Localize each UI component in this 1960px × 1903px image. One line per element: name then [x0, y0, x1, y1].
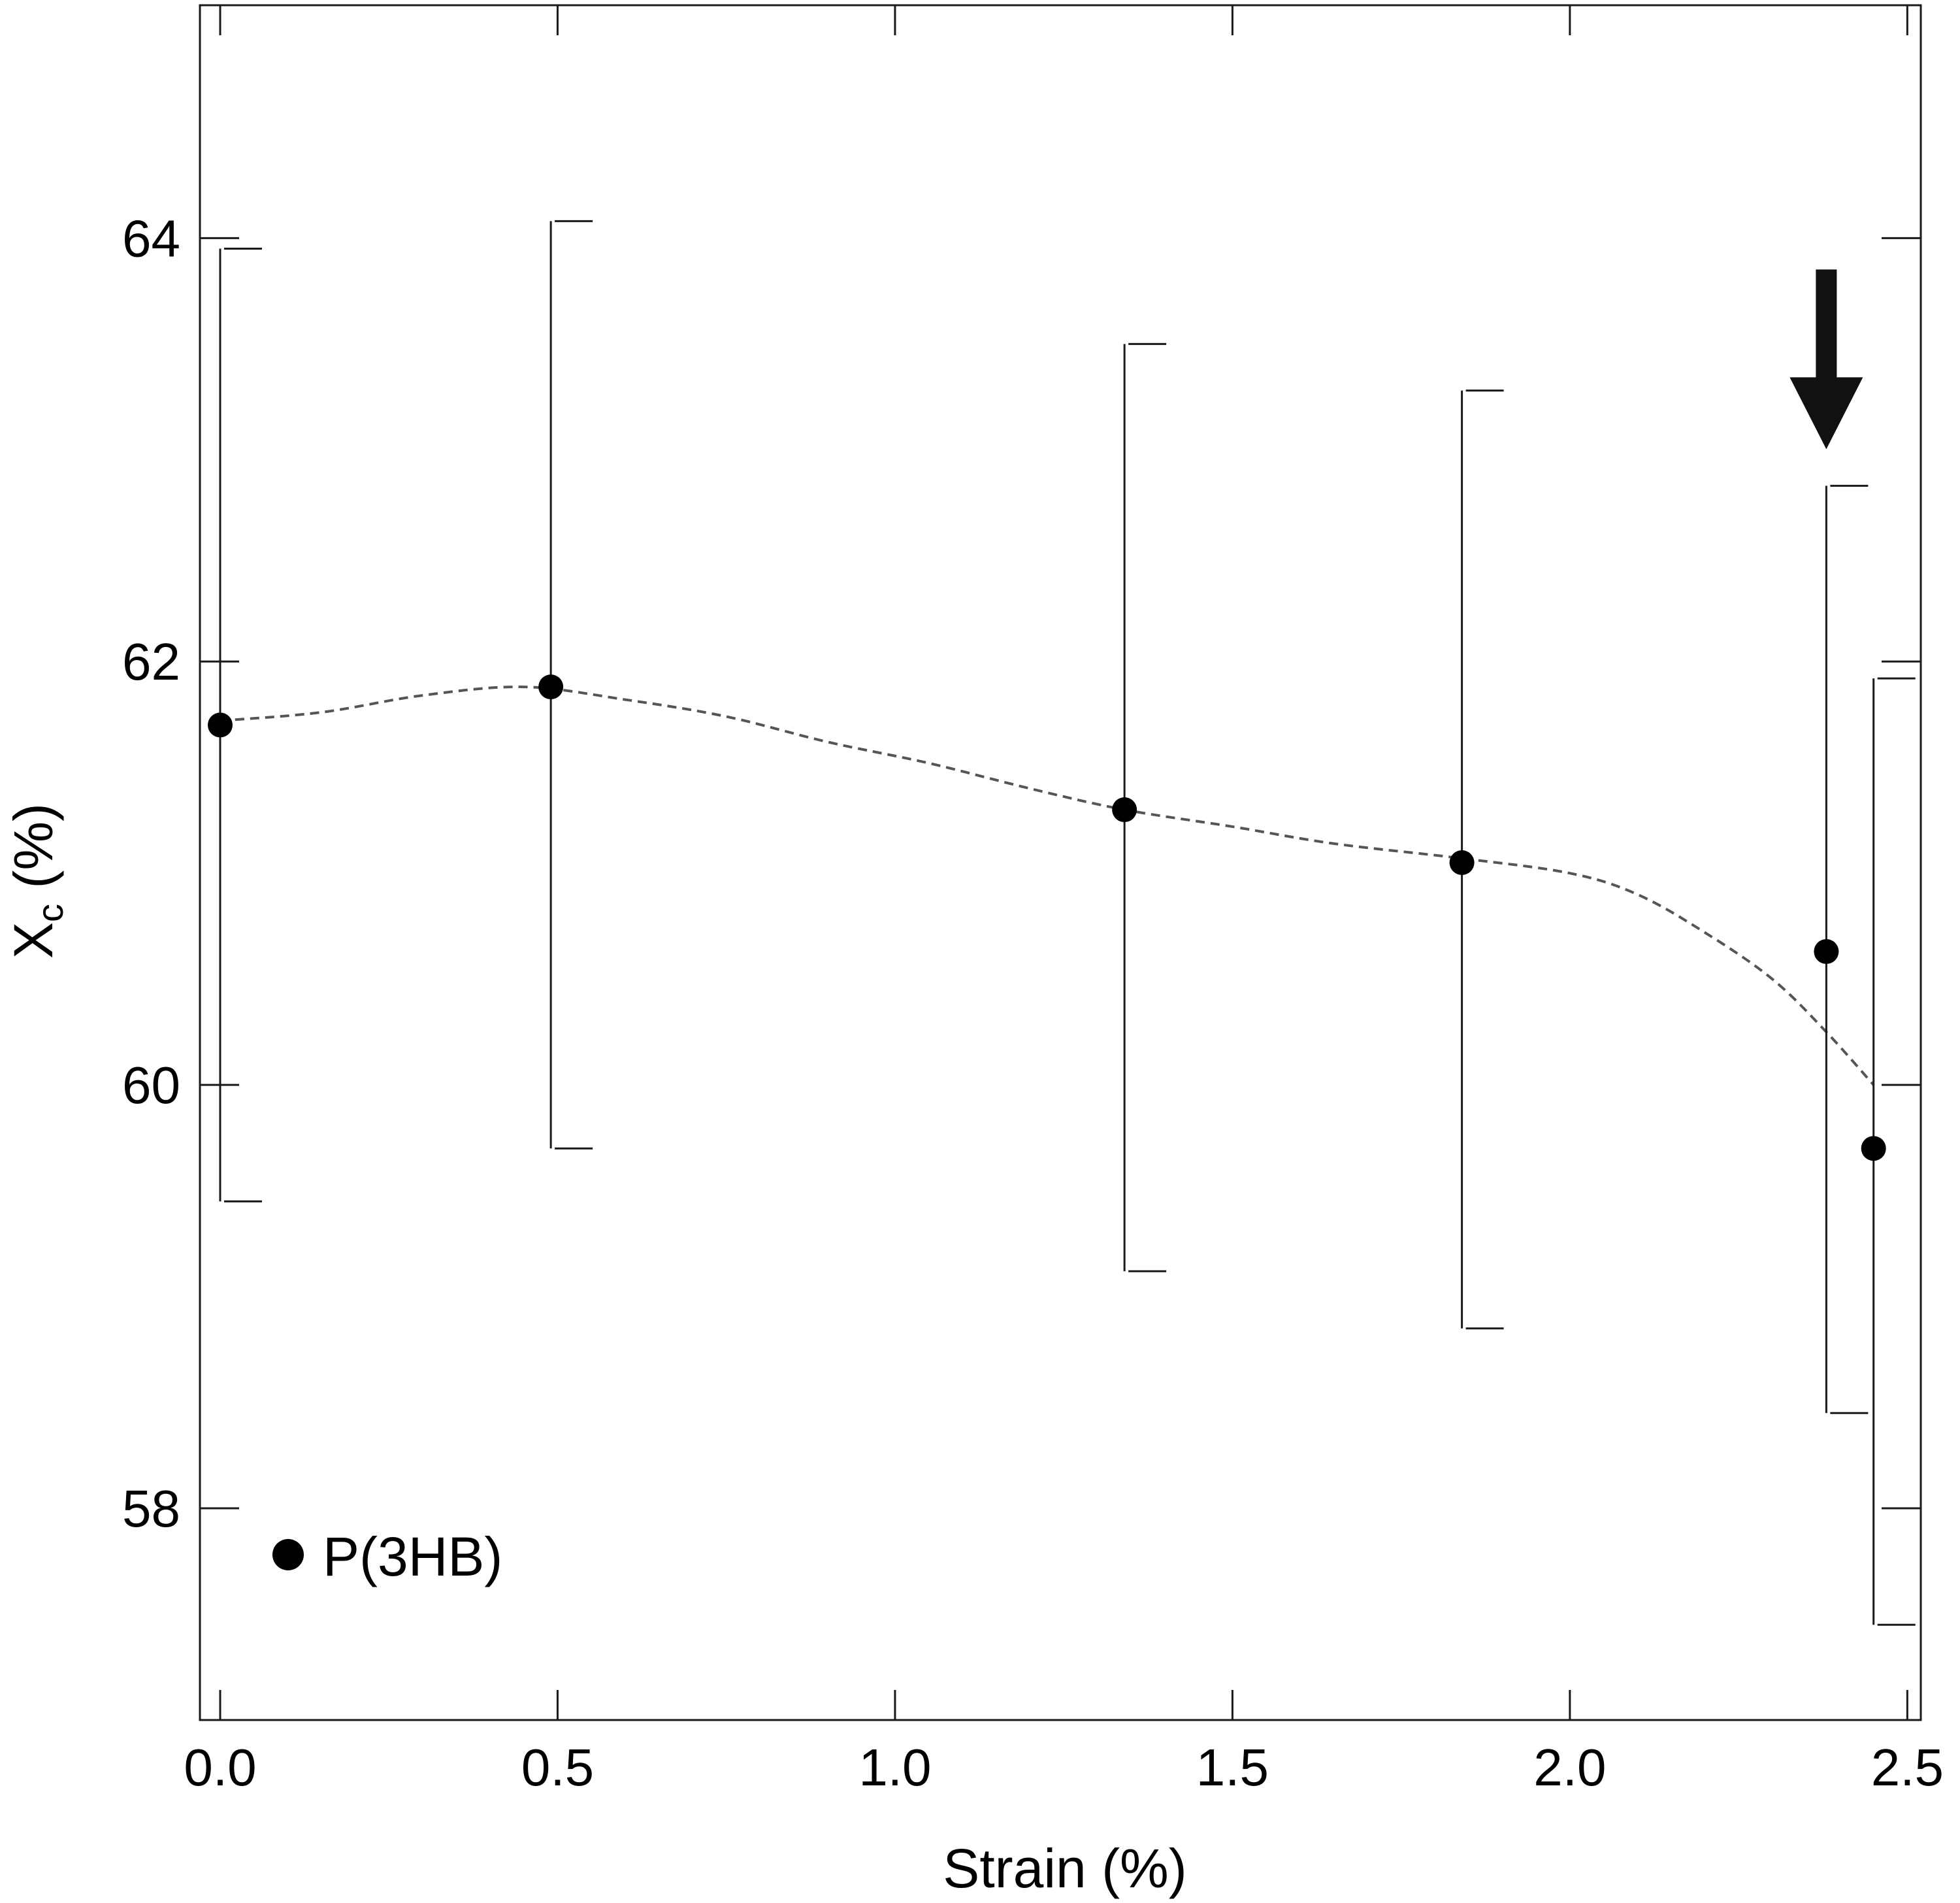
data-point: [538, 674, 564, 700]
arrow-annotation: [1789, 269, 1863, 450]
x-axis-ticks: 0.0 0.5 1.0 1.5 2.0 2.5: [184, 5, 1944, 1796]
x-tick-label: 1.5: [1196, 1738, 1269, 1796]
legend-label: P(3HB): [323, 1526, 502, 1587]
plot-border: [199, 4, 1922, 1721]
data-points: [207, 674, 1886, 1161]
y-axis-ticks: 58 60 62 64: [122, 209, 1921, 1538]
legend-marker: [272, 1539, 304, 1570]
x-axis-title: Strain (%): [943, 1838, 1186, 1899]
error-bars: [219, 220, 1916, 1626]
y-tick-label: 60: [122, 1056, 180, 1114]
plot-frame: [199, 4, 1922, 1721]
data-point: [1449, 850, 1475, 875]
y-tick-label: 62: [122, 633, 180, 691]
data-point: [1814, 939, 1839, 965]
data-point: [1861, 1136, 1886, 1161]
x-tick-label: 2.0: [1533, 1738, 1606, 1796]
data-point: [1112, 797, 1137, 823]
x-tick-label: 1.0: [858, 1738, 931, 1796]
x-tick-label: 2.5: [1871, 1738, 1944, 1796]
data-point: [207, 712, 233, 738]
y-tick-label: 58: [122, 1480, 180, 1538]
arrow-down-icon: [1789, 269, 1863, 450]
legend: P(3HB): [272, 1526, 502, 1587]
y-axis-title-main: X: [3, 922, 64, 959]
y-axis-title-subscript: c: [29, 904, 71, 922]
trend-line: [220, 686, 1875, 1086]
x-tick-label: 0.0: [184, 1738, 256, 1796]
y-axis-title: Xc (%): [3, 803, 71, 959]
y-tick-label: 64: [122, 209, 180, 267]
y-axis-title-suffix: (%): [3, 803, 64, 904]
x-tick-label: 0.5: [521, 1738, 594, 1796]
